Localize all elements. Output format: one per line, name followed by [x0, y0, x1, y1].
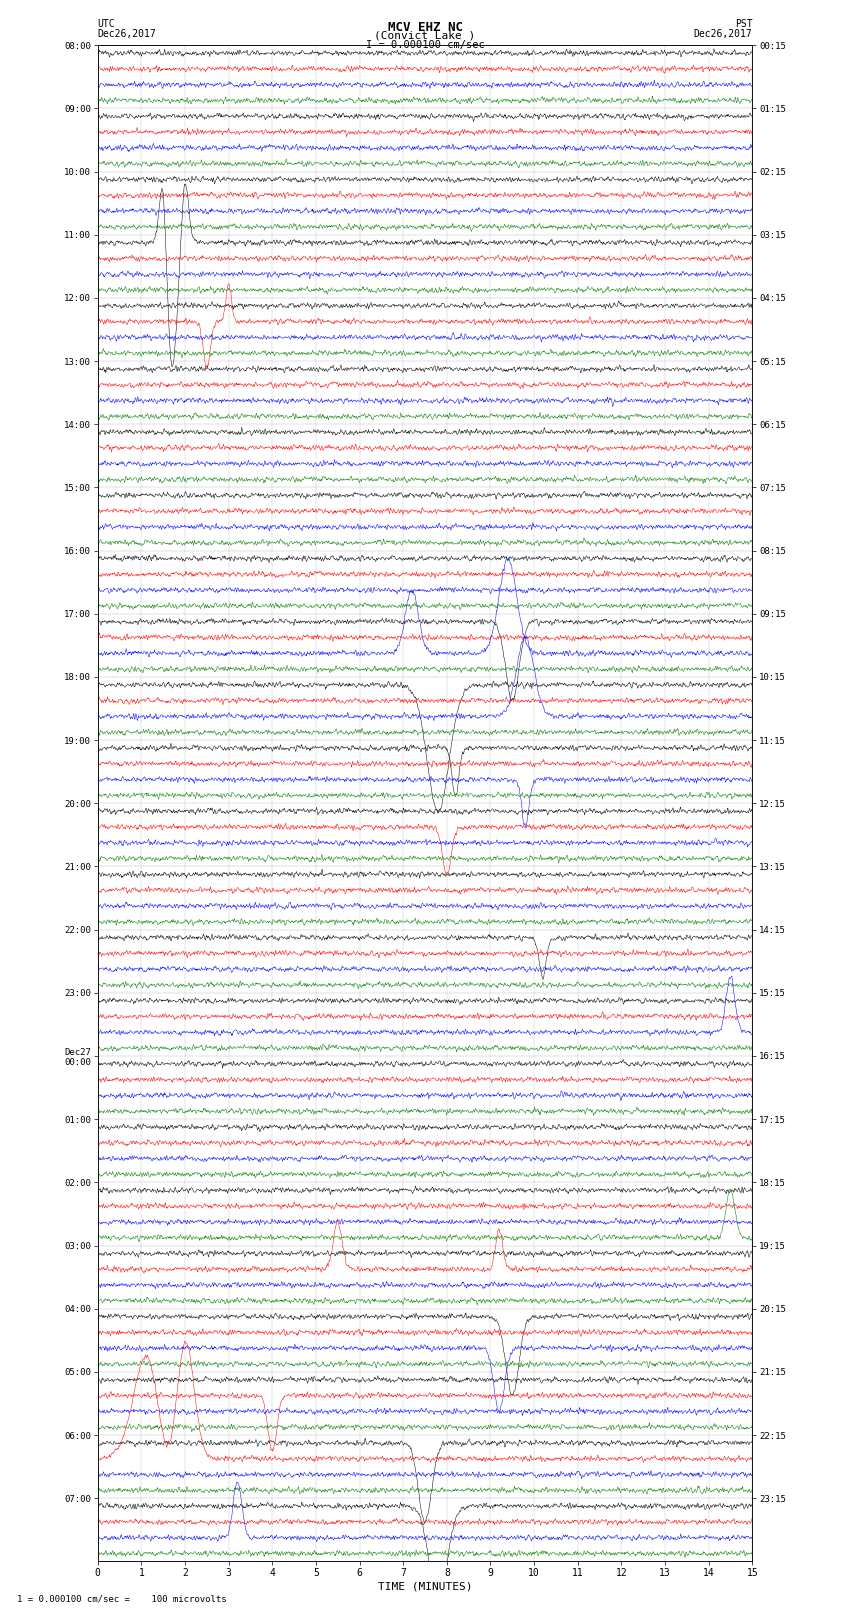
- X-axis label: TIME (MINUTES): TIME (MINUTES): [377, 1581, 473, 1590]
- Text: 1 = 0.000100 cm/sec =    100 microvolts: 1 = 0.000100 cm/sec = 100 microvolts: [17, 1594, 227, 1603]
- Text: Dec26,2017: Dec26,2017: [694, 29, 752, 39]
- Text: (Convict Lake ): (Convict Lake ): [374, 31, 476, 40]
- Text: I = 0.000100 cm/sec: I = 0.000100 cm/sec: [366, 40, 484, 50]
- Text: Dec26,2017: Dec26,2017: [98, 29, 156, 39]
- Text: MCV EHZ NC: MCV EHZ NC: [388, 21, 462, 34]
- Text: PST: PST: [734, 19, 752, 29]
- Text: UTC: UTC: [98, 19, 116, 29]
